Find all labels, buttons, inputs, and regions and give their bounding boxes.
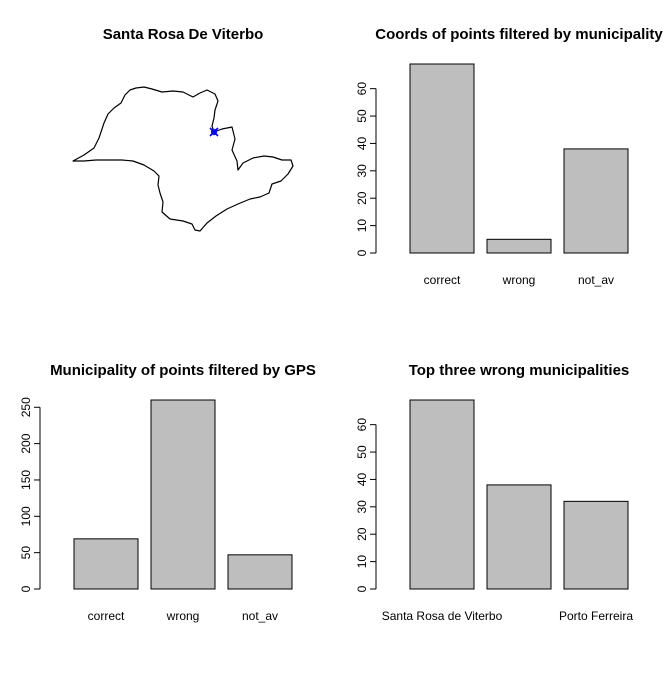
map-panel: Santa Rosa De Viterbo: [72, 26, 294, 232]
bar: [227, 554, 293, 590]
chart-title: Top three wrong municipalities: [409, 362, 630, 379]
y-tick-label: 40: [355, 472, 369, 486]
y-tick-label: 100: [19, 506, 33, 526]
x-tick-label: not_av: [578, 273, 614, 287]
sao-paulo-state-outline: [72, 86, 294, 232]
chart-municipality-by-gps: Municipality of points filtered by GPS 0…: [19, 362, 316, 623]
y-tick-label: 60: [355, 82, 369, 96]
x-tick-label: correct: [424, 273, 461, 287]
x-tick-label: Porto Ferreira: [559, 609, 633, 623]
bar: [150, 399, 216, 590]
y-tick-label: 30: [355, 500, 369, 514]
bars: [409, 399, 629, 590]
bar: [563, 500, 629, 590]
chart-top-wrong-municipalities: Top three wrong municipalities 0 10 20 30 40…: [355, 362, 633, 623]
y-tick-label: 60: [355, 418, 369, 432]
y-tick-label: 10: [355, 219, 369, 233]
chart-coords-by-municipality: Coords of points filtered by municipalit…: [355, 26, 663, 287]
x-tick-labels: correct wrong not_av: [88, 609, 278, 623]
y-tick-label: 50: [355, 445, 369, 459]
bar: [486, 238, 552, 254]
y-tick-label: 0: [355, 249, 369, 256]
bars: [409, 63, 629, 254]
x-tick-label: wrong: [166, 609, 200, 623]
x-tick-label: not_av: [242, 609, 278, 623]
y-tick-label: 20: [355, 527, 369, 541]
x-tick-label: Santa Rosa de Viterbo: [382, 609, 503, 623]
bar: [563, 148, 629, 254]
y-tick-label: 10: [355, 555, 369, 569]
bars: [73, 399, 293, 590]
x-tick-labels: correct wrong not_av: [424, 273, 614, 287]
y-tick-label: 200: [19, 433, 33, 453]
x-tick-label: wrong: [502, 273, 536, 287]
chart-title: Municipality of points filtered by GPS: [50, 362, 316, 379]
y-tick-label: 20: [355, 191, 369, 205]
bar: [486, 484, 552, 590]
x-tick-label: correct: [88, 609, 125, 623]
map-title: Santa Rosa De Viterbo: [103, 26, 264, 43]
y-tick-label: 50: [19, 546, 33, 560]
y-tick-label: 40: [355, 136, 369, 150]
y-tick-label: 0: [355, 585, 369, 592]
y-axis: 0 10 20 30 40 50 60: [355, 82, 377, 256]
chart-title: Coords of points filtered by municipalit…: [375, 26, 663, 43]
x-tick-labels: Santa Rosa de Viterbo Porto Ferreira: [382, 609, 634, 623]
bar: [73, 538, 139, 590]
y-axis: 0 50 100 150 200 250: [19, 397, 41, 592]
y-tick-label: 0: [19, 585, 33, 592]
bar: [409, 63, 475, 254]
municipality-cross-marker: [209, 127, 219, 137]
y-tick-label: 250: [19, 397, 33, 417]
y-tick-label: 150: [19, 470, 33, 490]
y-tick-label: 30: [355, 164, 369, 178]
bar: [409, 399, 475, 590]
y-axis: 0 10 20 30 40 50 60: [355, 418, 377, 592]
y-tick-label: 50: [355, 109, 369, 123]
